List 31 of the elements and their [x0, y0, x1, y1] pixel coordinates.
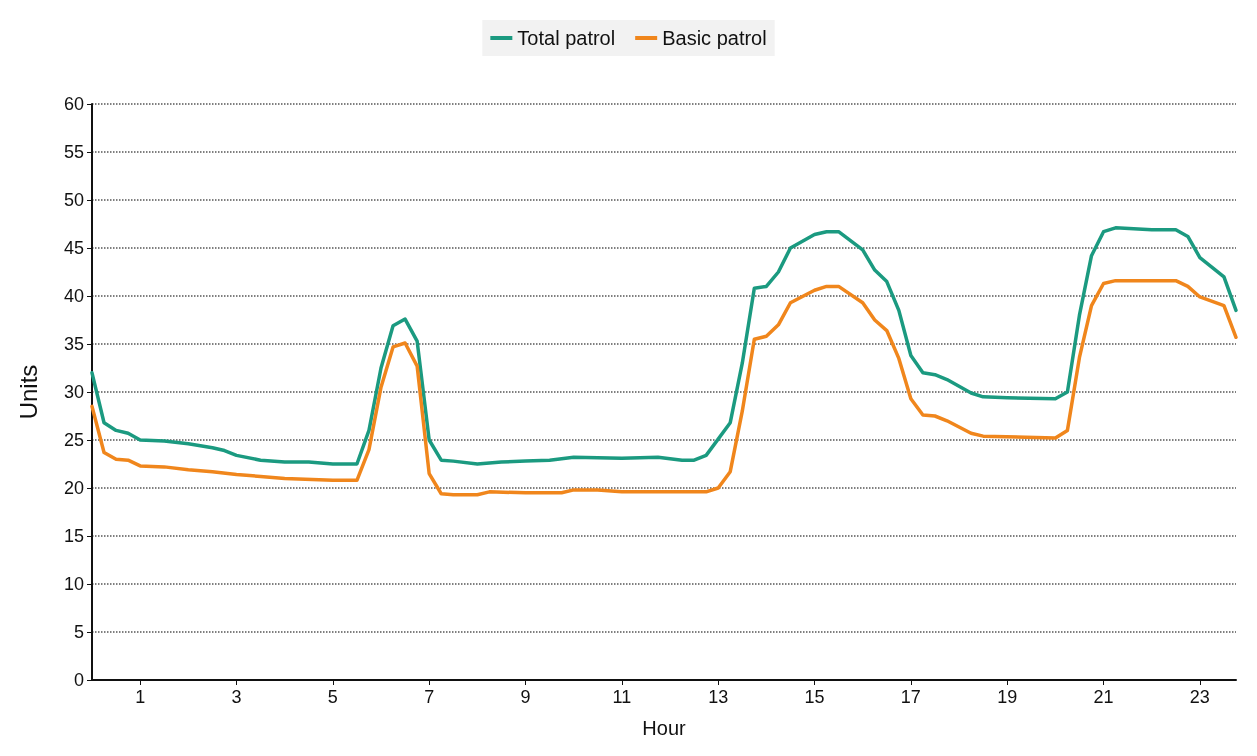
line-series	[90, 226, 1238, 466]
y-tick-label: 10	[63, 574, 84, 594]
x-tick-label: 11	[612, 687, 632, 707]
x-tick-label: 17	[900, 687, 921, 707]
x-tick-label: 1	[135, 687, 146, 707]
y-tick-label: 35	[63, 334, 84, 354]
x-tick-label: 23	[1189, 687, 1210, 707]
y-tick-label: 0	[73, 670, 84, 690]
x-tick-label: 19	[997, 687, 1018, 707]
y-tick-label: 50	[63, 190, 84, 210]
y-tick-label: 45	[63, 238, 84, 258]
legend-label: Basic patrol	[662, 27, 767, 49]
line-series	[90, 278, 1238, 497]
y-tick-label: 40	[63, 286, 84, 306]
y-tick-label: 5	[73, 622, 84, 642]
x-axis-title: Hour	[642, 717, 687, 739]
y-tick-label: 55	[63, 142, 84, 162]
legend-label: Total patrol	[517, 27, 616, 49]
y-tick-label: 30	[63, 382, 84, 402]
x-tick-label: 13	[708, 687, 729, 707]
y-axis-title: Units	[14, 364, 42, 420]
x-tick-label: 5	[327, 687, 338, 707]
x-tick-label: 9	[520, 687, 531, 707]
y-tick-label: 15	[63, 526, 84, 546]
x-tick-label: 7	[424, 687, 435, 707]
y-tick-label: 60	[63, 94, 84, 114]
x-tick-label: 15	[804, 687, 825, 707]
y-tick-label: 25	[63, 430, 84, 450]
x-tick-label: 3	[231, 687, 242, 707]
y-tick-label: 20	[63, 478, 84, 498]
x-tick-label: 21	[1093, 687, 1114, 707]
